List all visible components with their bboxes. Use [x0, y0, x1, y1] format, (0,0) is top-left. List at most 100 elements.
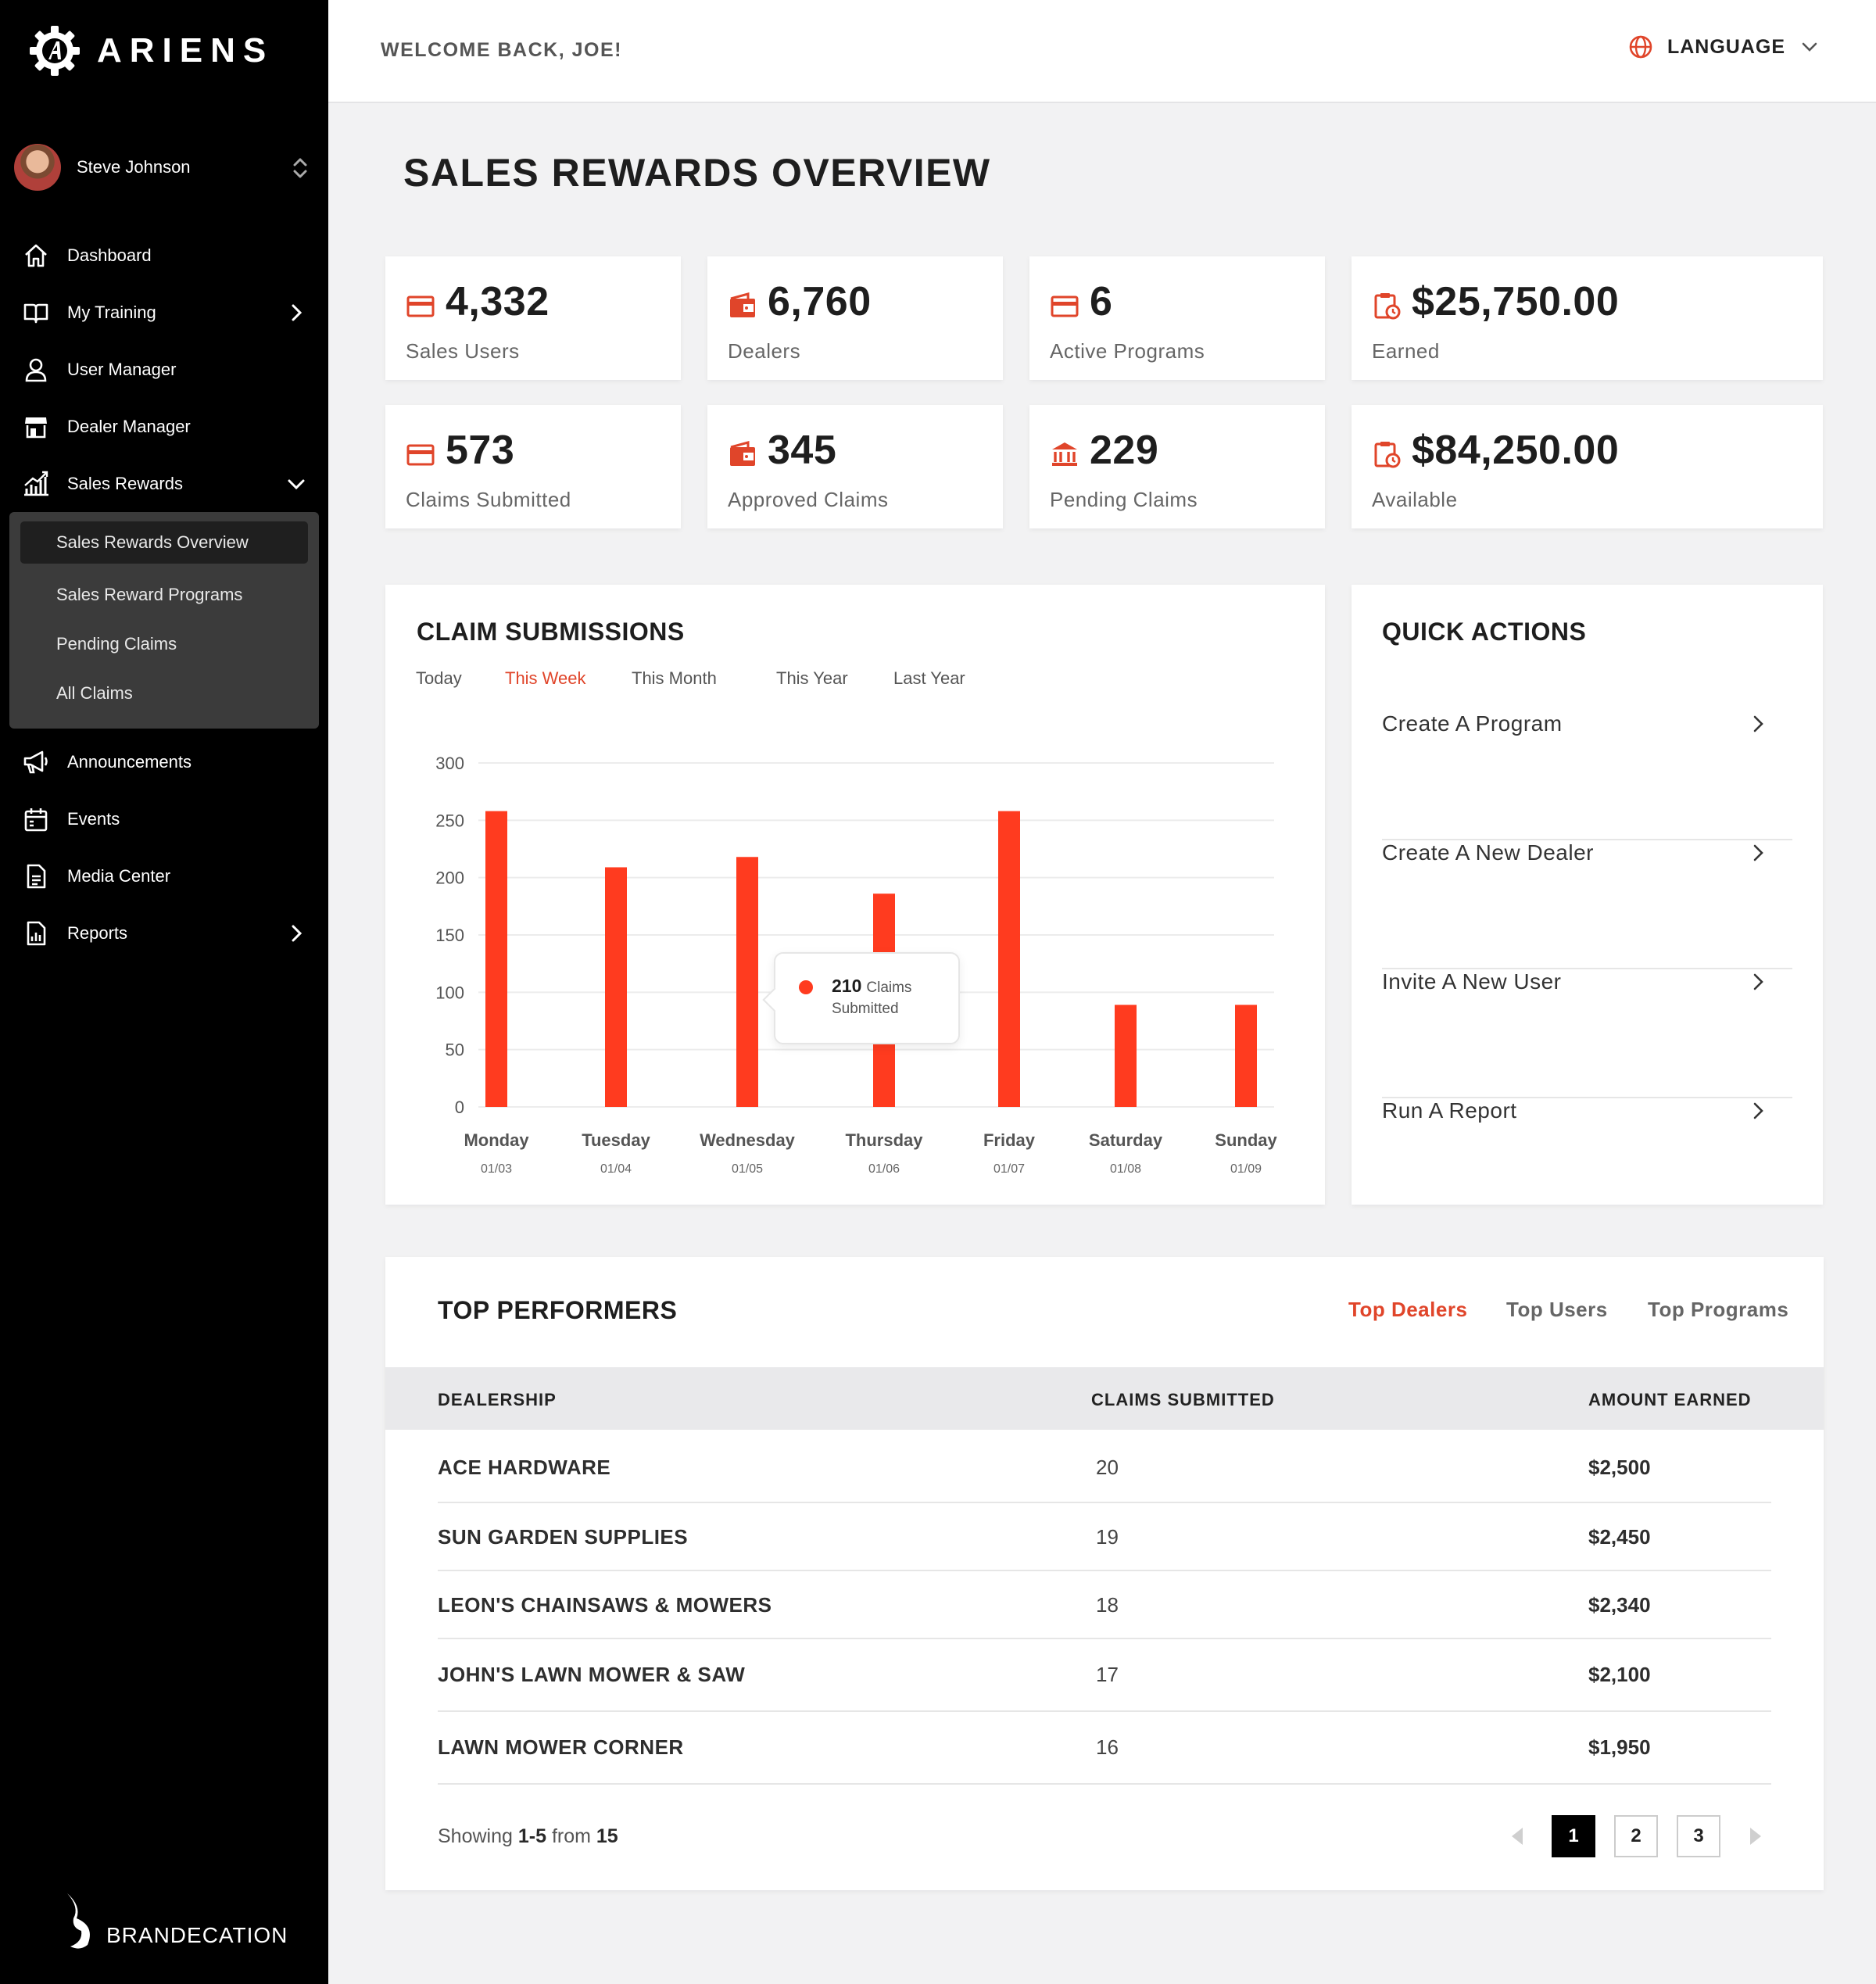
sub-item-sales-rewards-overview[interactable]: Sales Rewards Overview	[20, 521, 308, 564]
range-this-year[interactable]: This Year	[776, 668, 848, 688]
stat-value: 229	[1090, 428, 1159, 473]
quick-action-invite-user[interactable]: Invite A New User	[1382, 969, 1792, 1098]
chevron-right-icon	[1753, 715, 1763, 732]
chevron-right-icon	[292, 304, 303, 321]
chevron-right-icon	[1753, 844, 1763, 861]
nav-item-my-training[interactable]: My Training	[0, 284, 328, 341]
stat-card-dealers[interactable]: 6,760 Dealers	[707, 256, 1003, 380]
table-row[interactable]: JOHN'S LAWN MOWER & SAW 17 $2,100	[438, 1639, 1771, 1712]
nav-item-label: Announcements	[67, 751, 192, 772]
showing-range: 1-5	[517, 1825, 546, 1847]
quick-action-create-program[interactable]: Create A Program	[1382, 711, 1792, 840]
wallet-icon	[730, 292, 755, 317]
page-button-3[interactable]: 3	[1677, 1815, 1720, 1857]
tooltip-value: 210 Claims	[832, 976, 911, 997]
page-button-2[interactable]: 2	[1614, 1815, 1658, 1857]
claim-submissions-title: CLAIM SUBMISSIONS	[417, 618, 685, 646]
stat-card-earned[interactable]: $25,750.00 Earned	[1352, 256, 1823, 380]
sub-item-all-claims[interactable]: All Claims	[56, 682, 133, 703]
stat-card-sales-users[interactable]: 4,332 Sales Users	[385, 256, 681, 380]
nav-item-label: Events	[67, 808, 120, 829]
showing-prefix: Showing	[438, 1825, 513, 1847]
y-tick-label: 300	[435, 754, 464, 773]
x-tick-label: Thursday	[845, 1130, 923, 1150]
tab-top-programs[interactable]: Top Programs	[1648, 1298, 1789, 1321]
user-switcher[interactable]: Steve Johnson	[14, 143, 311, 192]
stat-card-pending-claims[interactable]: 229 Pending Claims	[1029, 405, 1325, 528]
stat-value: 6,760	[768, 279, 872, 324]
tab-top-dealers[interactable]: Top Dealers	[1348, 1298, 1468, 1321]
tooltip-unit-2: Submitted	[832, 1001, 899, 1017]
prev-page-icon[interactable]	[1509, 1826, 1526, 1846]
range-this-month[interactable]: This Month	[632, 668, 717, 688]
nav-item-sales-rewards[interactable]: Sales Rewards	[0, 455, 328, 512]
nav-item-dashboard[interactable]: Dashboard	[0, 227, 328, 284]
column-header-claims[interactable]: CLAIMS SUBMITTED	[1091, 1390, 1275, 1409]
nav-item-label: Reports	[67, 922, 128, 943]
range-this-week[interactable]: This Week	[505, 668, 586, 688]
nav-item-dealer-manager[interactable]: Dealer Manager	[0, 398, 328, 455]
chart-bar	[736, 857, 758, 1107]
range-last-year[interactable]: Last Year	[893, 668, 965, 688]
y-tick-label: 150	[435, 926, 464, 945]
calendar-icon	[22, 805, 50, 833]
wallet-icon	[730, 441, 755, 466]
brandecation-logo: BRANDECATION	[64, 1892, 288, 1951]
language-selector[interactable]: LANGUAGE	[1628, 34, 1820, 59]
chart-bar	[605, 867, 627, 1107]
y-tick-label: 250	[435, 811, 464, 830]
y-tick-label: 200	[435, 868, 464, 888]
nav-item-label: Media Center	[67, 865, 171, 886]
book-icon	[22, 299, 50, 327]
nav-item-reports[interactable]: Reports	[0, 904, 328, 962]
quick-action-create-dealer[interactable]: Create A New Dealer	[1382, 840, 1792, 969]
sales-rewards-submenu: Sales Rewards Overview Sales Reward Prog…	[9, 512, 319, 729]
stat-value: 6	[1090, 279, 1113, 324]
card-icon	[406, 444, 435, 466]
claims-count: 20	[1096, 1456, 1119, 1479]
table-row[interactable]: SUN GARDEN SUPPLIES 19 $2,450	[438, 1503, 1771, 1571]
x-tick-label: Wednesday	[700, 1130, 796, 1150]
dealer-name: SUN GARDEN SUPPLIES	[438, 1525, 689, 1549]
stat-label: Approved Claims	[728, 488, 889, 511]
main-nav: Dashboard My Training User Manager Deale…	[0, 227, 328, 962]
table-row[interactable]: ACE HARDWARE 20 $2,500	[438, 1431, 1771, 1503]
quick-action-run-report[interactable]: Run A Report	[1382, 1098, 1792, 1227]
avatar	[14, 144, 61, 191]
nav-item-user-manager[interactable]: User Manager	[0, 341, 328, 398]
tab-top-users[interactable]: Top Users	[1506, 1298, 1608, 1321]
nav-item-label: My Training	[67, 302, 156, 322]
sub-item-pending-claims[interactable]: Pending Claims	[56, 633, 177, 654]
quick-actions-title: QUICK ACTIONS	[1382, 618, 1587, 646]
chevron-up-down-icon	[293, 158, 307, 178]
store-icon	[22, 413, 50, 441]
quick-actions-card	[1352, 585, 1823, 1205]
page-button-1[interactable]: 1	[1552, 1815, 1595, 1857]
quick-action-label: Run A Report	[1382, 1098, 1517, 1123]
stat-card-available[interactable]: $84,250.00 Available	[1352, 405, 1823, 528]
dealer-name: LAWN MOWER CORNER	[438, 1735, 684, 1759]
range-today[interactable]: Today	[416, 668, 462, 688]
table-row[interactable]: LAWN MOWER CORNER 16 $1,950	[438, 1712, 1771, 1785]
x-tick-date: 01/09	[1230, 1162, 1262, 1176]
stat-card-claims-submitted[interactable]: 573 Claims Submitted	[385, 405, 681, 528]
chevron-down-icon	[288, 479, 305, 490]
sub-item-sales-reward-programs[interactable]: Sales Reward Programs	[56, 584, 243, 604]
nav-item-announcements[interactable]: Announcements	[0, 733, 328, 790]
clipboard-clock-icon	[1374, 442, 1401, 468]
stat-value: 573	[446, 428, 515, 473]
column-header-amount[interactable]: AMOUNT EARNED	[1588, 1390, 1752, 1409]
stat-card-active-programs[interactable]: 6 Active Programs	[1029, 256, 1325, 380]
brandecation-name: BRANDECATION	[106, 1923, 288, 1947]
chart-bar	[1235, 1005, 1257, 1107]
stat-value: 345	[768, 428, 837, 473]
nav-item-events[interactable]: Events	[0, 790, 328, 847]
table-row[interactable]: LEON'S CHAINSAWS & MOWERS 18 $2,340	[438, 1571, 1771, 1639]
next-page-icon[interactable]	[1747, 1826, 1764, 1846]
stat-card-approved-claims[interactable]: 345 Approved Claims	[707, 405, 1003, 528]
nav-item-media-center[interactable]: Media Center	[0, 847, 328, 904]
amount-earned: $2,340	[1588, 1593, 1651, 1617]
ariens-logo[interactable]: ARIENS	[28, 23, 274, 78]
column-header-dealership[interactable]: DEALERSHIP	[438, 1390, 557, 1409]
tooltip-unit: Claims	[866, 979, 912, 996]
